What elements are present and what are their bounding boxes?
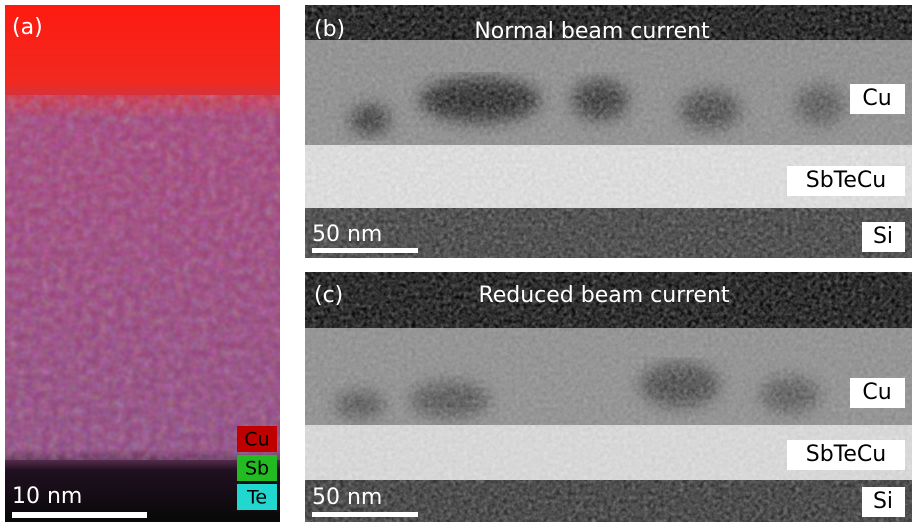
- panel-label: (b): [314, 17, 345, 42]
- scale-bar: [12, 512, 147, 518]
- legend-label: Te: [246, 487, 267, 509]
- panel-title: Normal beam current: [474, 19, 710, 44]
- layer-label: SbTeCu: [806, 442, 886, 467]
- panel-label: (c): [314, 283, 343, 308]
- layer-label: Cu: [862, 86, 891, 111]
- panel-title: Reduced beam current: [478, 283, 729, 308]
- layer-label: SbTeCu: [806, 168, 886, 193]
- layer-label: Cu: [862, 380, 891, 405]
- panel-c: (c) Reduced beam current Cu SbTeCu Si 50…: [305, 272, 912, 522]
- scale-bar-label: 50 nm: [312, 485, 382, 510]
- scale-bar: [312, 512, 418, 517]
- panel-label: (a): [12, 15, 43, 40]
- layer-label: Si: [873, 489, 893, 514]
- legend-label: Cu: [244, 429, 269, 451]
- panel-a: (a) Cu Sb Te 10 nm: [5, 5, 280, 522]
- scale-bar: [312, 248, 418, 253]
- layer-label: Si: [873, 224, 893, 249]
- grain: [305, 272, 912, 522]
- legend-label: Sb: [245, 458, 269, 480]
- eds-noise: [5, 95, 280, 460]
- figure: (a) Cu Sb Te 10 nm (b) Normal beam curre…: [0, 0, 916, 525]
- scale-bar-label: 10 nm: [12, 484, 82, 509]
- panel-b: (b) Normal beam current Cu SbTeCu Si 50 …: [305, 5, 912, 258]
- scale-bar-label: 50 nm: [312, 222, 382, 247]
